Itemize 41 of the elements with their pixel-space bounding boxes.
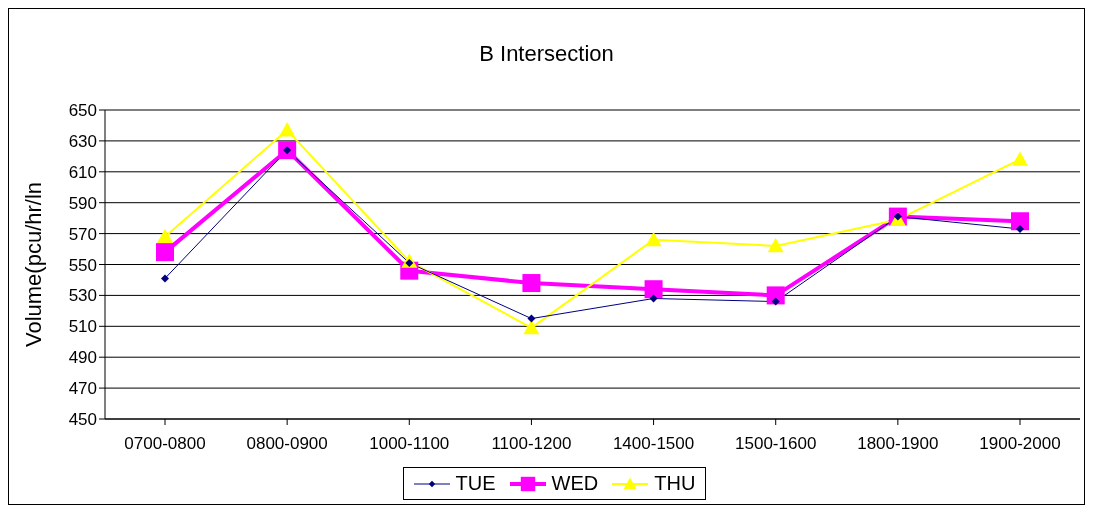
- point: [767, 237, 784, 253]
- x-tick-label: 1800-1900: [857, 434, 939, 454]
- point: [766, 286, 785, 305]
- x-tick-label: 1400-1500: [612, 434, 695, 454]
- point: [771, 297, 780, 306]
- x-tick-label: 0800-0900: [246, 434, 328, 454]
- point: [161, 274, 169, 283]
- y-tick-label: 490: [68, 348, 97, 368]
- point: [649, 294, 658, 303]
- point: [644, 280, 663, 299]
- legend-label: WED: [551, 472, 599, 495]
- point: [157, 228, 173, 244]
- point: [1016, 224, 1024, 233]
- y-tick-label: 530: [68, 286, 97, 306]
- y-tick-label: 450: [68, 410, 97, 430]
- point: [1012, 151, 1028, 166]
- x-tick-label: 1500-1600: [735, 434, 817, 454]
- point: [523, 319, 540, 335]
- y-tick-label: 650: [68, 101, 97, 121]
- point: [279, 122, 296, 137]
- x-tick-label: 1100-1200: [491, 434, 572, 454]
- point: [527, 314, 536, 323]
- y-tick-label: 630: [68, 131, 97, 151]
- point: [522, 274, 541, 293]
- x-tick-label: 0700-0800: [124, 434, 206, 454]
- chart-title: B Intersection: [478, 41, 615, 67]
- point: [1011, 212, 1029, 231]
- point: [156, 243, 174, 262]
- point: [645, 231, 662, 247]
- y-tick-label: 470: [68, 379, 97, 399]
- y-tick-label: 610: [68, 162, 97, 182]
- point: [278, 141, 297, 160]
- x-tick-label: 1000-1100: [369, 434, 450, 454]
- y-tick-label: 550: [68, 255, 97, 275]
- y-axis-title: Volume(pcu/hr/ln: [20, 181, 46, 348]
- y-tick-label: 570: [68, 224, 97, 244]
- y-tick-label: 590: [68, 193, 97, 213]
- y-tick-label: 510: [68, 317, 97, 337]
- legend-label: THU: [654, 472, 696, 495]
- legend-label: TUE: [455, 472, 496, 495]
- x-tick-label: 1900-2000: [979, 434, 1061, 454]
